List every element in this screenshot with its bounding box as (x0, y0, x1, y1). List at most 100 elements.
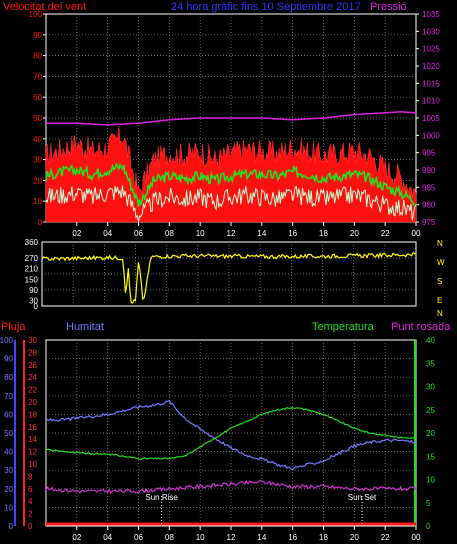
humidity-series (45, 399, 417, 471)
rain-y-tick-label: 12 (28, 448, 37, 457)
pressure-series (46, 111, 417, 126)
temperature-y-tick-label: 10 (426, 476, 435, 485)
rain-y-tick-label: 24 (28, 373, 37, 382)
rain-y-tick-label: 30 (28, 336, 37, 345)
pressure-y-tick-label: 990 (422, 166, 436, 175)
pressure-y-tick-label: 985 (422, 183, 436, 192)
time-tick-label: 14 (257, 229, 266, 238)
humidity-y-tick-label: 20 (4, 485, 13, 494)
compass-letter: N (437, 239, 443, 248)
temperature-y-tick-label: 5 (426, 499, 431, 508)
pressure-header: Pressió (370, 1, 407, 13)
dewpoint-label: Punt rosada (391, 321, 451, 333)
temperature-series (45, 407, 417, 460)
pressure-y-tick-label: 1025 (422, 45, 440, 54)
pressure-y-tick-label: 1035 (422, 10, 440, 19)
rain-y-tick-label: 16 (28, 423, 37, 432)
weather-panel: 0102030405060708090100024681012141618202… (0, 336, 435, 542)
rain-y-tick-label: 10 (28, 460, 37, 469)
temperature-label: Temperatura (312, 321, 375, 333)
dewpoint-series (45, 479, 417, 495)
temperature-y-tick-label: 20 (426, 429, 435, 438)
time-tick-label: 14 (257, 533, 266, 542)
wind-y-tick-label: 60 (33, 93, 42, 102)
wind-y-tick-label: 10 (33, 197, 42, 206)
time-tick-label: 02 (72, 229, 81, 238)
time-tick-label: 08 (165, 533, 174, 542)
rain-y-tick-label: 8 (28, 472, 33, 481)
temperature-y-tick-label: 25 (426, 406, 435, 415)
humidity-y-tick-label: 90 (4, 355, 13, 364)
direction-y-tick-label: 30 (29, 297, 38, 306)
pressure-y-tick-label: 975 (422, 218, 436, 227)
direction-y-tick-label: 270 (25, 254, 39, 263)
chart-date-header: 24 hora gràfic fins 10 Septiembre 2017 (171, 1, 361, 13)
temperature-y-tick-label: 40 (426, 336, 435, 345)
direction-y-tick-label: 90 (29, 286, 38, 295)
humidity-y-tick-label: 10 (4, 503, 13, 512)
humidity-y-tick-label: 30 (4, 466, 13, 475)
time-tick-label: 04 (103, 533, 112, 542)
wind-minimum-series (45, 185, 417, 223)
pressure-y-tick-label: 1010 (422, 97, 440, 106)
temperature-y-tick-label: 30 (426, 383, 435, 392)
humidity-y-tick-label: 60 (4, 410, 13, 419)
time-tick-label: 12 (227, 533, 236, 542)
pressure-y-tick-label: 1030 (422, 27, 440, 36)
wind-y-tick-label: 30 (33, 156, 42, 165)
humidity-y-tick-label: 50 (4, 429, 13, 438)
direction-y-tick-label: 360 (25, 238, 39, 247)
direction-y-tick-label: 210 (25, 265, 39, 274)
rain-y-tick-label: 6 (28, 485, 33, 494)
time-tick-label: 22 (381, 229, 390, 238)
rain-label: Pluja (1, 321, 26, 333)
time-tick-label: 00 (412, 533, 421, 542)
rain-y-tick-label: 14 (28, 435, 37, 444)
rain-y-tick-label: 2 (28, 510, 33, 519)
humidity-y-tick-label: 70 (4, 392, 13, 401)
time-tick-label: 16 (288, 229, 297, 238)
time-tick-label: 12 (227, 229, 236, 238)
humidity-y-tick-label: 100 (0, 336, 14, 345)
rain-y-tick-label: 28 (28, 348, 37, 357)
humidity-label: Humitat (66, 321, 104, 333)
time-tick-label: 06 (134, 229, 143, 238)
sun-event-label: Sun Set (348, 493, 377, 502)
time-tick-label: 10 (196, 533, 205, 542)
pressure-y-tick-label: 980 (422, 201, 436, 210)
time-tick-label: 06 (134, 533, 143, 542)
pressure-y-tick-label: 1015 (422, 79, 440, 88)
time-tick-label: 20 (350, 229, 359, 238)
humidity-y-tick-label: 80 (4, 373, 13, 382)
time-tick-label: 08 (165, 229, 174, 238)
wind-y-tick-label: 80 (33, 52, 42, 61)
rain-y-tick-label: 4 (28, 497, 33, 506)
time-tick-label: 20 (350, 533, 359, 542)
direction-y-tick-label: 150 (25, 275, 39, 284)
wind-y-tick-label: 100 (29, 10, 43, 19)
rain-y-tick-label: 0 (28, 522, 33, 531)
wind-y-tick-label: 90 (33, 31, 42, 40)
wind-average-series (45, 162, 417, 208)
rain-y-tick-label: 20 (28, 398, 37, 407)
wind-y-tick-label: 70 (33, 72, 42, 81)
time-tick-label: 02 (72, 533, 81, 542)
compass-letter: N (437, 309, 443, 318)
time-tick-label: 22 (381, 533, 390, 542)
compass-letter: E (437, 296, 442, 305)
temperature-y-tick-label: 35 (426, 359, 435, 368)
temperature-y-tick-label: 0 (426, 522, 431, 531)
pressure-y-tick-label: 1000 (422, 131, 440, 140)
wind-y-tick-label: 50 (33, 114, 42, 123)
time-tick-label: 04 (103, 229, 112, 238)
rain-y-tick-label: 18 (28, 410, 37, 419)
humidity-y-tick-label: 40 (4, 448, 13, 457)
wind-direction-series (41, 251, 417, 304)
rain-y-tick-label: 22 (28, 386, 37, 395)
pressure-y-tick-label: 1020 (422, 62, 440, 71)
wind-panel: 0102030405060708090100975980985990995100… (29, 10, 441, 238)
time-tick-label: 16 (288, 533, 297, 542)
wind-y-tick-label: 0 (38, 218, 43, 227)
time-tick-label: 00 (412, 229, 421, 238)
